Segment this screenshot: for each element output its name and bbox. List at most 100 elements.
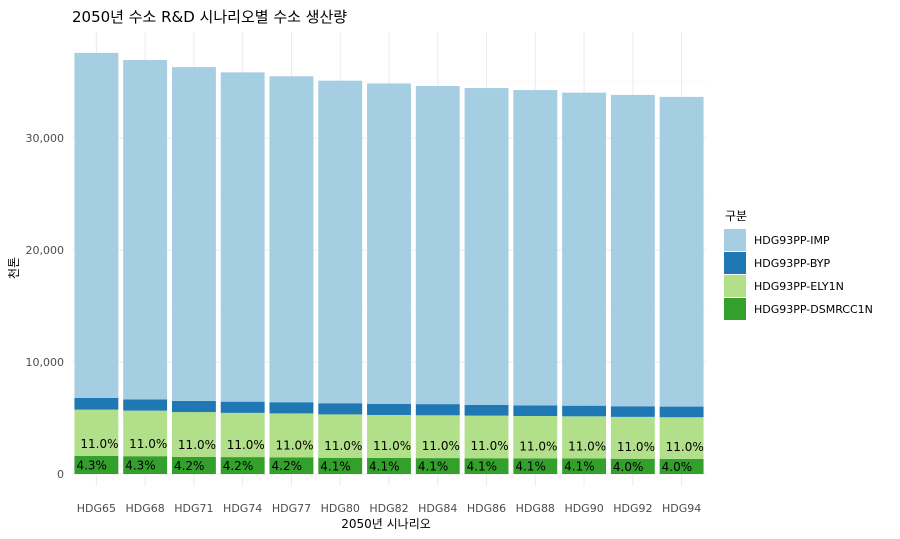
y-tick-label: 20,000 — [26, 244, 65, 257]
bar-data-label: 4.1% — [467, 460, 498, 474]
bar-data-label: 11.0% — [275, 438, 313, 452]
x-tick-label: HDG71 — [174, 502, 213, 515]
bar-segment — [318, 457, 363, 474]
bar-segment — [269, 402, 314, 414]
legend-label: HDG93PP-IMP — [754, 234, 830, 247]
legend-label: HDG93PP-BYP — [754, 257, 831, 270]
bar-data-label: 11.0% — [666, 440, 704, 454]
bar-data-label: 4.2% — [272, 459, 303, 473]
bar-data-label: 4.0% — [613, 460, 644, 474]
bar-segment — [464, 405, 509, 416]
bar-segment — [269, 457, 314, 474]
bar-segment — [464, 458, 509, 474]
bar-segment — [318, 403, 363, 415]
bar-segment — [610, 458, 655, 474]
bar-segment — [171, 400, 216, 413]
legend-swatch — [724, 229, 746, 251]
bar-data-label: 11.0% — [617, 440, 655, 454]
x-tick-label: HDG68 — [126, 502, 165, 515]
bar-data-label: 4.1% — [564, 460, 595, 474]
x-tick-label: HDG88 — [516, 502, 555, 515]
legend-title: 구분 — [725, 209, 747, 223]
bar-segment — [269, 413, 314, 458]
bar-data-label: 4.2% — [223, 459, 254, 473]
legend-label: HDG93PP-ELY1N — [754, 280, 844, 293]
bars — [74, 52, 704, 474]
bar-segment — [659, 417, 704, 459]
bar-segment — [367, 83, 411, 404]
bar-data-label: 4.2% — [174, 459, 205, 473]
x-tick-label: HDG84 — [418, 502, 457, 515]
chart-title: 2050년 수소 R&D 시나리오별 수소 생산량 — [72, 8, 347, 26]
legend-swatch — [724, 298, 746, 320]
bar-data-label: 4.0% — [662, 460, 693, 474]
bar-segment — [415, 86, 460, 405]
legend-swatch — [724, 252, 746, 274]
bar-segment — [123, 60, 168, 400]
bar-data-label: 4.3% — [125, 459, 156, 473]
y-tick-label: 30,000 — [26, 132, 65, 145]
bar-segment — [415, 415, 460, 459]
x-tick-label: HDG82 — [369, 502, 408, 515]
bar-segment — [562, 405, 607, 417]
bar-segment — [562, 416, 607, 459]
bar-data-label: 4.1% — [320, 459, 351, 473]
bar-data-label: 4.1% — [418, 460, 449, 474]
bar-segment — [415, 458, 460, 474]
bar-segment — [220, 72, 265, 402]
bar-segment — [610, 94, 655, 407]
bar-segment — [123, 410, 168, 457]
bar-segment — [659, 458, 704, 474]
bar-segment — [171, 412, 216, 457]
bar-segment — [513, 415, 558, 459]
bar-segment — [367, 414, 411, 458]
bar-segment — [415, 404, 460, 416]
bar-data-label: 4.1% — [369, 459, 400, 473]
y-axis-title: 천톤 — [6, 257, 21, 279]
bar-segment — [318, 414, 363, 458]
bar-segment — [610, 406, 655, 417]
bar-data-label: 11.0% — [568, 439, 606, 453]
bar-data-label: 11.0% — [178, 438, 216, 452]
x-tick-label: HDG80 — [321, 502, 360, 515]
x-axis-title: 2050년 시나리오 — [341, 517, 431, 531]
legend: 구분 HDG93PP-IMP HDG93PP-BYP HDG93PP-ELY1N HD… — [724, 209, 873, 320]
bar-segment — [562, 92, 607, 406]
y-axis-ticks: 0 10,000 20,000 30,000 — [26, 132, 65, 481]
bar-segment — [123, 456, 168, 474]
bar-data-label: 11.0% — [80, 437, 118, 451]
x-tick-label: HDG86 — [467, 502, 506, 515]
bar-segment — [513, 405, 558, 416]
bar-segment — [171, 456, 216, 474]
bar-segment — [318, 80, 363, 404]
bar-data-label: 11.0% — [373, 439, 411, 453]
bar-segment — [74, 397, 119, 410]
bar-data-label: 11.0% — [519, 439, 557, 453]
bar-data-label: 11.0% — [471, 439, 509, 453]
bar-segment — [220, 412, 265, 458]
bar-data-label: 11.0% — [227, 438, 265, 452]
bar-segment — [123, 399, 168, 411]
bar-segment — [464, 415, 509, 459]
bar-labels: 4.3% 11.0% 4.3% 11.0% 4.2% 11.0% 4.2% 11.0% 4.2%… — [76, 437, 703, 474]
bar-segment — [513, 90, 558, 406]
bar-segment — [367, 403, 411, 415]
bar-segment — [269, 76, 314, 403]
bar-data-label: 11.0% — [422, 439, 460, 453]
x-tick-label: HDG77 — [272, 502, 311, 515]
x-tick-label: HDG74 — [223, 502, 262, 515]
x-tick-label: HDG90 — [564, 502, 603, 515]
x-tick-label: HDG92 — [613, 502, 652, 515]
bar-data-label: 4.3% — [76, 458, 107, 472]
bar-segment — [74, 409, 119, 456]
bar-segment — [659, 406, 704, 418]
bar-segment — [464, 88, 509, 406]
x-tick-label: HDG94 — [662, 502, 701, 515]
bar-segment — [562, 458, 607, 474]
x-tick-label: HDG65 — [77, 502, 116, 515]
bar-segment — [220, 457, 265, 474]
y-tick-label: 0 — [57, 468, 64, 481]
bar-segment — [659, 96, 704, 407]
bar-segment — [74, 455, 119, 474]
